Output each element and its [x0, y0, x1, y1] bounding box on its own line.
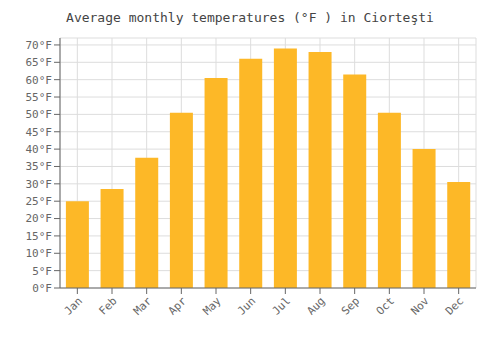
svg-text:65°F: 65°F [26, 56, 53, 69]
svg-text:0°F: 0°F [32, 282, 52, 295]
svg-text:20°F: 20°F [26, 212, 53, 225]
svg-text:40°F: 40°F [26, 143, 53, 156]
svg-text:Apr: Apr [166, 294, 190, 318]
svg-text:25°F: 25°F [26, 195, 53, 208]
svg-text:Aug: Aug [304, 294, 327, 317]
svg-text:Mar: Mar [131, 294, 155, 318]
svg-text:45°F: 45°F [26, 126, 53, 139]
svg-text:30°F: 30°F [26, 178, 53, 191]
html-text:Average monthly temperatures (: Average monthly temperatures (°F ) in Ci… [66, 10, 434, 25]
svg-text:Sep: Sep [339, 294, 362, 317]
svg-text:5°F: 5°F [32, 265, 52, 278]
svg-text:Jun: Jun [235, 294, 258, 317]
svg-text:Dec: Dec [443, 294, 466, 317]
svg-text:Jul: Jul [270, 294, 293, 317]
svg-text:Jan: Jan [62, 294, 85, 317]
svg-text:May: May [200, 294, 224, 318]
svg-text:Feb: Feb [96, 294, 119, 317]
svg-text:50°F: 50°F [26, 108, 53, 121]
svg-text:Nov: Nov [408, 294, 432, 318]
svg-text:35°F: 35°F [26, 160, 53, 173]
svg-text:15°F: 15°F [26, 230, 53, 243]
svg-text:10°F: 10°F [26, 247, 53, 260]
svg-text:55°F: 55°F [26, 91, 53, 104]
svg-text:Oct: Oct [374, 294, 397, 317]
svg-text:70°F: 70°F [26, 39, 53, 52]
svg-text:60°F: 60°F [26, 74, 53, 87]
